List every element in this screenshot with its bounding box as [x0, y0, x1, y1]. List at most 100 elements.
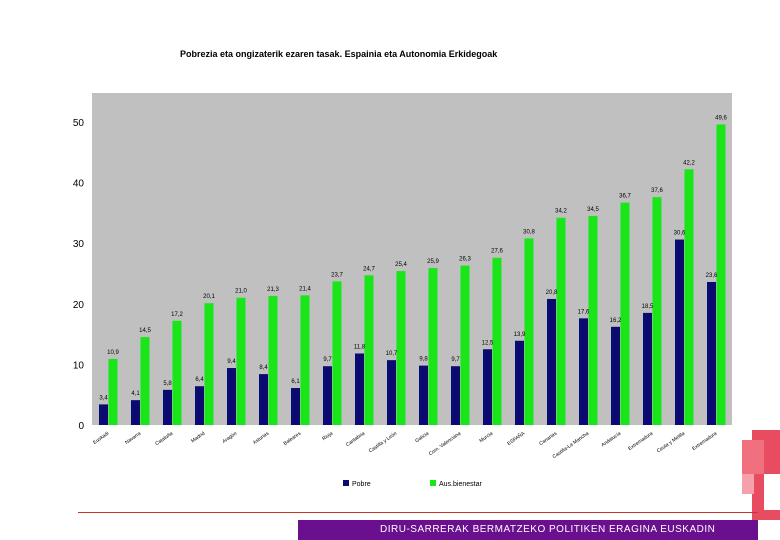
x-tick-label: Com. Valenciana	[428, 431, 463, 458]
x-tick-labels: Euskadi Navarra Cataluña Madrid Aragón Asturi…	[92, 430, 718, 461]
bar-ausbienestar	[428, 268, 438, 425]
x-tick-label: Aragón	[221, 431, 238, 445]
x-tick-label: Baleares	[283, 430, 303, 447]
bar-pobre	[195, 386, 204, 425]
data-label-ausbienestar: 14,5	[139, 328, 151, 334]
data-label-pobre: 11,8	[354, 344, 366, 350]
x-tick-label: Extremadura	[691, 431, 718, 452]
bar-pobre	[163, 389, 172, 425]
data-label-ausbienestar: 30,8	[523, 229, 535, 235]
bar-ausbienestar	[364, 275, 374, 425]
y-tick-label: 10	[73, 360, 85, 371]
data-label-pobre: 4,1	[131, 391, 140, 397]
data-label-pobre: 9,7	[451, 357, 460, 363]
bar-pobre	[355, 353, 364, 425]
data-label-ausbienestar: 20,1	[203, 294, 215, 300]
bar-pobre	[643, 312, 652, 425]
x-tick-label: ESPAÑA	[506, 430, 527, 448]
data-label-ausbienestar: 10,9	[107, 350, 119, 356]
data-label-pobre: 9,8	[419, 357, 428, 363]
bars	[99, 124, 726, 425]
x-tick-label: Navarra	[124, 431, 142, 446]
bar-ausbienestar	[268, 295, 278, 425]
bar-ausbienestar	[716, 124, 726, 425]
footer-text: DIRU-SARRERAK BERMATZEKO POLITIKEN ERAGI…	[380, 524, 716, 535]
x-tick-label: Cantabria	[345, 431, 366, 448]
data-label-pobre: 3,4	[99, 395, 108, 401]
data-label-ausbienestar: 36,7	[619, 194, 631, 200]
data-label-pobre: 13,9	[514, 332, 526, 338]
y-tick-label: 50	[73, 118, 85, 129]
data-label-pobre: 17,6	[578, 309, 590, 315]
bar-pobre	[387, 360, 396, 425]
data-label-ausbienestar: 49,6	[715, 115, 727, 121]
decoration-square-light	[742, 440, 764, 474]
bar-pobre	[707, 281, 716, 425]
data-label-ausbienestar: 34,2	[555, 209, 567, 215]
data-label-pobre: 8,4	[259, 365, 268, 371]
data-label-pobre: 10,7	[386, 351, 398, 357]
data-label-ausbienestar: 27,6	[491, 249, 503, 255]
bar-pobre	[419, 365, 428, 425]
x-tick-label: Rioja	[321, 431, 334, 443]
x-tick-label: Castilla y León	[368, 431, 398, 455]
data-label-ausbienestar: 42,2	[683, 160, 695, 166]
bar-ausbienestar	[204, 303, 214, 425]
bar-ausbienestar	[332, 281, 342, 425]
bar-ausbienestar	[588, 215, 598, 425]
data-label-ausbienestar: 21,4	[299, 286, 311, 292]
x-tick-label: Cataluña	[154, 431, 174, 448]
data-label-pobre: 18,5	[642, 304, 654, 310]
bar-pobre	[547, 298, 556, 425]
bar-ausbienestar	[300, 295, 310, 425]
bar-pobre	[675, 239, 684, 425]
x-tick-label: Madrid	[190, 431, 206, 445]
decoration-square-pink	[742, 474, 754, 494]
y-tick-label: 0	[78, 421, 84, 432]
legend-swatch-ausbienestar	[430, 480, 436, 486]
y-tick-label: 30	[73, 239, 85, 250]
plot-area	[92, 93, 732, 425]
data-label-ausbienestar: 37,6	[651, 188, 663, 194]
data-label-pobre: 20,8	[546, 290, 558, 296]
bar-ausbienestar	[460, 265, 470, 425]
bar-ausbienestar	[492, 257, 502, 425]
bar-pobre	[451, 366, 460, 425]
bar-pobre	[483, 349, 492, 425]
data-label-ausbienestar: 25,9	[427, 259, 439, 265]
data-label-pobre: 30,6	[674, 231, 686, 237]
data-label-pobre: 6,4	[195, 377, 204, 383]
chart-title: Pobrezia eta ongizaterik ezaren tasak. E…	[180, 49, 498, 59]
data-label-pobre: 12,5	[482, 340, 494, 346]
x-tick-label: Ceuta y Melilla	[656, 431, 686, 455]
bar-ausbienestar	[620, 202, 630, 425]
data-label-pobre: 6,1	[291, 379, 300, 385]
footer-divider	[78, 512, 758, 513]
legend-label-ausbienestar: Aus.bienestar	[439, 481, 482, 488]
data-label-pobre: 23,6	[706, 273, 718, 279]
x-tick-label: Asturias	[252, 430, 271, 446]
data-label-ausbienestar: 34,5	[587, 207, 599, 213]
bar-ausbienestar	[524, 238, 534, 425]
x-tick-label: Euskadi	[92, 431, 110, 446]
x-tick-label: Extremadura	[627, 431, 654, 452]
bar-pobre	[291, 388, 300, 425]
x-tick-label: Canarias	[538, 430, 558, 447]
data-label-pobre: 16,2	[610, 318, 622, 324]
legend-swatch-pobre	[343, 480, 349, 486]
legend: Pobre Aus.bienestar	[343, 480, 482, 488]
bar-pobre	[515, 340, 524, 425]
bar-pobre	[99, 404, 108, 425]
data-label-ausbienestar: 25,4	[395, 262, 407, 268]
y-axis: 0 10 20 30 40 50	[73, 118, 85, 432]
bar-ausbienestar	[236, 297, 246, 425]
data-label-pobre: 5,8	[163, 381, 172, 387]
x-tick-label: Murcia	[478, 431, 494, 445]
bar-pobre	[611, 326, 620, 425]
data-label-ausbienestar: 24,7	[363, 266, 375, 272]
x-tick-label: Galicia	[414, 431, 430, 445]
data-label-ausbienestar: 23,7	[331, 272, 343, 278]
bar-labels: 3,4 10,9 4,1 14,5 5,8 17,2 6,4 20,1 9,4 21,0 8,4 21…	[99, 115, 727, 401]
bar-ausbienestar	[396, 271, 406, 425]
